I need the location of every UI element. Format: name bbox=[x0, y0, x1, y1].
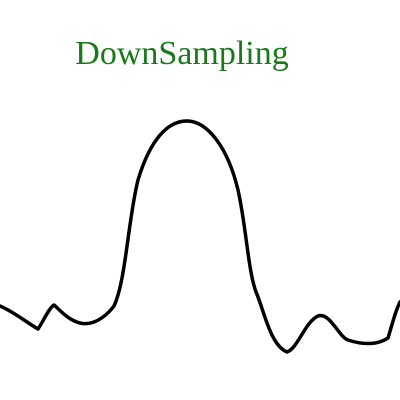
signal-curve bbox=[0, 119, 400, 354]
diagram-title: DownSampling bbox=[75, 35, 289, 72]
